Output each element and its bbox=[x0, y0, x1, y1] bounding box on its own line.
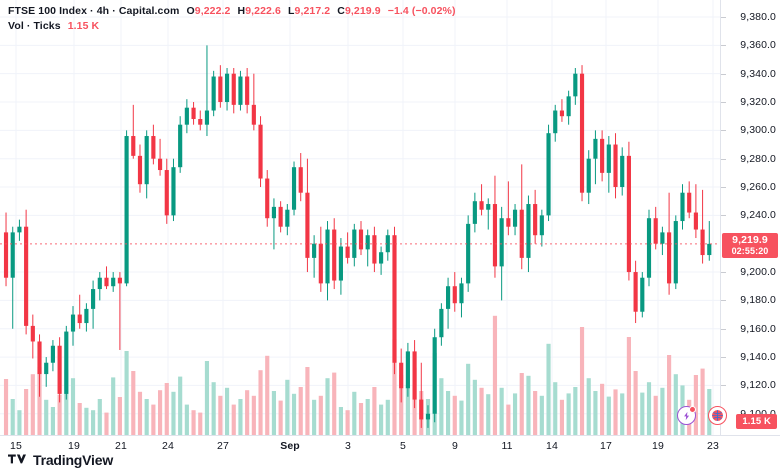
time-tick-label: 27 bbox=[217, 440, 229, 452]
current-price-badge[interactable]: 9,219.9 02:55:20 bbox=[722, 232, 778, 258]
price-tick-label: 9,160.0 bbox=[740, 322, 776, 335]
price-tick-label: 9,240.0 bbox=[740, 209, 776, 222]
notification-dot bbox=[689, 406, 696, 413]
price-tick-mark bbox=[721, 158, 726, 160]
globe-icon[interactable] bbox=[708, 406, 727, 425]
candlestick-series bbox=[3, 45, 712, 428]
price-line-overlay bbox=[0, 243, 720, 245]
time-tick-label: 5 bbox=[400, 440, 406, 452]
price-tick-label: 9,180.0 bbox=[740, 294, 776, 307]
price-tick-mark bbox=[721, 187, 726, 189]
price-tick-label: 9,120.0 bbox=[740, 379, 776, 392]
time-tick-label: 14 bbox=[546, 440, 558, 452]
time-axis-corner: 23 bbox=[707, 435, 780, 455]
chart-pane[interactable] bbox=[0, 0, 720, 435]
price-axis[interactable]: 9,380.0 9,360.0 9,340.0 9,320.0 9,300.0 9,280… bbox=[720, 0, 780, 435]
price-tick-label: 9,380.0 bbox=[740, 11, 776, 23]
time-tick-label: 19 bbox=[652, 440, 664, 452]
lightning-bolt-icon[interactable] bbox=[677, 406, 696, 425]
price-tick-label: 9,140.0 bbox=[740, 351, 776, 364]
current-price-value: 9,219.9 bbox=[732, 233, 768, 246]
tradingview-branding[interactable]: TradingView bbox=[8, 452, 113, 468]
price-tick-label: 9,280.0 bbox=[740, 152, 776, 165]
price-tick-mark bbox=[721, 17, 726, 18]
price-tick-label: 9,360.0 bbox=[740, 39, 776, 52]
time-tick-label: Sep bbox=[280, 440, 300, 452]
time-tick-label: 11 bbox=[501, 440, 513, 452]
time-tick-label: 17 bbox=[600, 440, 612, 452]
price-tick-mark bbox=[721, 73, 726, 75]
price-tick-mark bbox=[721, 357, 726, 359]
price-tick-label: 9,320.0 bbox=[740, 96, 776, 109]
time-tick-label: 19 bbox=[68, 440, 80, 452]
price-tick-mark bbox=[721, 272, 726, 274]
price-tick-label: 9,300.0 bbox=[740, 124, 776, 137]
time-tick-label: 23 bbox=[707, 440, 719, 452]
tradingview-wordmark: TradingView bbox=[33, 452, 114, 468]
price-tick-label: 9,340.0 bbox=[740, 67, 776, 80]
volume-value-badge[interactable]: 1.15 K bbox=[736, 414, 777, 429]
price-tick-mark bbox=[721, 102, 726, 104]
time-tick-label: 3 bbox=[345, 440, 351, 452]
bar-countdown-timer: 02:55:20 bbox=[731, 245, 769, 256]
time-tick-label: 24 bbox=[162, 440, 174, 452]
price-tick-label: 9,200.0 bbox=[740, 266, 776, 279]
time-axis[interactable]: 15 19 21 24 27 Sep 3 5 9 11 14 17 19 bbox=[0, 435, 720, 455]
time-tick-label: 15 bbox=[10, 440, 22, 452]
price-tick-mark bbox=[721, 300, 726, 302]
time-tick-label: 21 bbox=[115, 440, 127, 452]
price-tick-label: 9,260.0 bbox=[740, 181, 776, 194]
price-tick-mark bbox=[721, 130, 726, 132]
price-tick-mark bbox=[721, 385, 726, 387]
tradingview-logo bbox=[8, 454, 26, 464]
price-tick-mark bbox=[721, 328, 726, 330]
price-tick-mark bbox=[721, 45, 726, 47]
price-tick-mark bbox=[721, 215, 726, 217]
time-tick-label: 9 bbox=[452, 440, 458, 452]
